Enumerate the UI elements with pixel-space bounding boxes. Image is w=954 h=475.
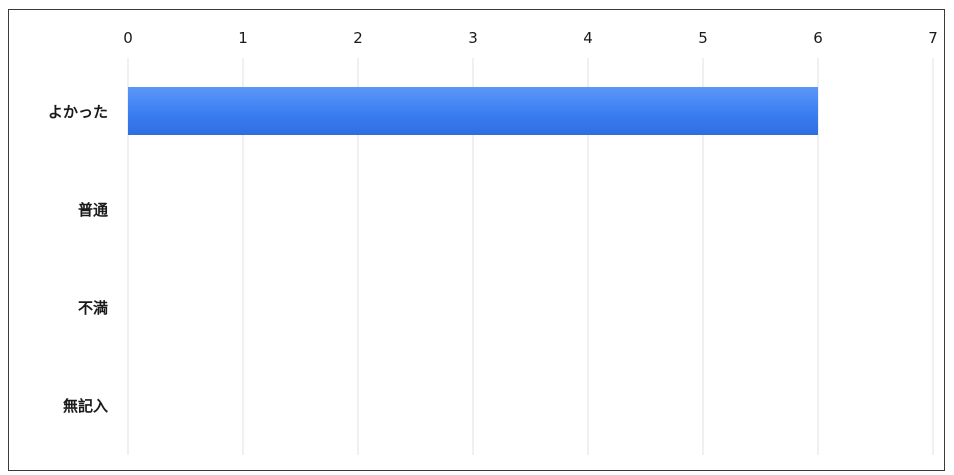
bar-0 (128, 87, 818, 135)
x-tick-label-0: 0 (123, 29, 133, 47)
x-tick-label-2: 2 (353, 29, 363, 47)
bars (128, 87, 818, 135)
category-label-2: 不満 (78, 299, 108, 317)
category-label-1: 普通 (78, 201, 108, 219)
x-tick-label-5: 5 (698, 29, 708, 47)
x-tick-label-4: 4 (583, 29, 593, 47)
x-axis-tick-labels: 0 1 2 3 4 5 6 7 (123, 29, 938, 47)
x-tick-label-1: 1 (238, 29, 248, 47)
category-label-0: よかった (48, 103, 108, 121)
category-label-3: 無記入 (63, 397, 108, 415)
chart-frame (8, 9, 945, 471)
x-tick-label-6: 6 (813, 29, 823, 47)
x-tick-label-7: 7 (928, 29, 938, 47)
x-tick-label-3: 3 (468, 29, 478, 47)
